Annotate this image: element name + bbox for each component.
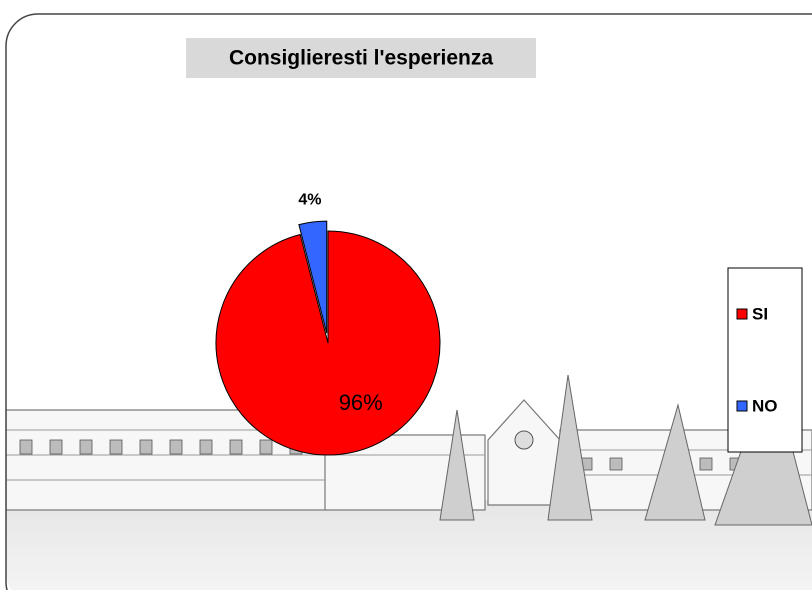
data-label: 4% (298, 191, 321, 208)
legend-box (728, 268, 802, 452)
legend-swatch (737, 309, 747, 319)
legend-label: NO (752, 396, 778, 415)
chart-title: Consiglieresti l'esperienza (229, 47, 493, 70)
pie-slice (216, 231, 440, 455)
legend-label: SI (752, 304, 768, 323)
slide: Consiglieresti l'esperienza 96% 4% SI NO (0, 0, 812, 590)
data-label: 96% (339, 390, 383, 415)
legend-swatch (737, 401, 747, 411)
